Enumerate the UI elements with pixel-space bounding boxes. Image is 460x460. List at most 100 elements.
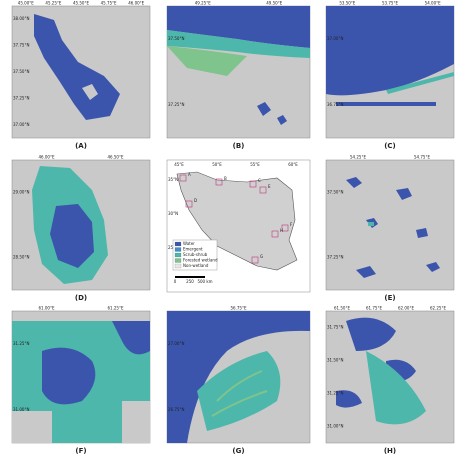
longitude-label: 55°E: [250, 162, 260, 167]
panel-label: (B): [233, 142, 245, 150]
country-outline: [176, 171, 298, 271]
latitude-label: 30°N: [168, 211, 178, 216]
site-box: [259, 186, 267, 194]
latitude-label: 31.25°N: [327, 391, 343, 396]
longitude-label: 54.75°E: [414, 155, 430, 160]
latitude-label: 37.50°N: [168, 36, 184, 41]
longitude-label: 46.00°E: [39, 155, 55, 160]
scale-label: 250: [186, 279, 194, 284]
site-box: [249, 180, 257, 188]
latitude-label: 31.75°N: [327, 325, 343, 330]
longitude-label: 54.00°E: [425, 1, 441, 6]
panel-label: (H): [384, 447, 396, 455]
longitude-label: 49.25°E: [195, 1, 211, 6]
land-cover: [42, 321, 150, 405]
latitude-label: 35°N: [168, 177, 178, 182]
land-cover: [211, 370, 268, 417]
land-cover: [336, 317, 416, 408]
latitude-label: 31.00°N: [327, 424, 343, 429]
land-cover: [368, 222, 374, 226]
longitude-label: 61.00°E: [39, 306, 55, 311]
panel-label: (E): [384, 294, 395, 302]
latitude-label: 26.75°N: [168, 407, 184, 412]
site-label: E: [268, 184, 271, 189]
longitude-label: 53.75°E: [382, 1, 398, 6]
site-box: [179, 174, 187, 182]
legend-swatch: [174, 247, 182, 252]
legend-label: Forested wetland: [183, 258, 218, 263]
map-panel: 46.00°E 46.50°E 29.00°N 28.50°N (D): [11, 155, 151, 302]
latitude-label: 37.50°N: [327, 190, 343, 195]
land-cover: [386, 72, 454, 94]
panel-label: (G): [232, 447, 244, 455]
map-panel: 61.50°E 61.75°E 62.00°E 62.25°E 31.75°N 31.50…: [325, 306, 455, 455]
overview-map: 45°E50°E55°E60°E35°N30°N25°NABCDEFGHWate…: [166, 159, 311, 293]
site-label: B: [224, 176, 227, 181]
site-label: G: [260, 254, 263, 259]
latitude-label: 31.25°N: [13, 341, 29, 346]
land-cover: [326, 6, 454, 96]
land-cover: [82, 84, 98, 100]
longitude-label: 45°E: [174, 162, 184, 167]
panel-label: (A): [75, 142, 87, 150]
land-cover: [346, 177, 440, 278]
site-box: [185, 200, 193, 208]
latitude-label: 28.50°N: [13, 255, 29, 260]
site-box: [271, 230, 279, 238]
land-cover: [167, 46, 247, 76]
latitude-label: 27.00°N: [168, 341, 184, 346]
site-label: C: [258, 178, 261, 183]
legend-label: Water: [183, 241, 195, 246]
land-cover: [336, 102, 436, 106]
site-box: [251, 256, 259, 264]
longitude-label: 46.50°E: [108, 155, 124, 160]
latitude-label: 29.00°N: [13, 190, 29, 195]
panel-label: (C): [384, 142, 396, 150]
map-panel: 45.00°E 45.25°E 45.50°E 45.75°E 46.00°E 38.00…: [11, 1, 151, 150]
land-cover: [167, 311, 310, 443]
map-panel: 61.00°E 61.25°E 31.25°N 31.00°N (F): [11, 306, 151, 455]
longitude-label: 45.50°E: [73, 1, 89, 6]
longitude-label: 61.75°E: [366, 306, 382, 311]
map-panel: 56.75°E 27.00°N 26.75°N (G): [166, 306, 311, 455]
longitude-label: 54.25°E: [350, 155, 366, 160]
land-cover: [366, 351, 426, 425]
latitude-label: 31.00°N: [13, 407, 29, 412]
longitude-label: 45.00°E: [18, 1, 34, 6]
longitude-label: 45.75°E: [101, 1, 117, 6]
land-cover: [50, 204, 94, 268]
latitude-label: 38.00°N: [13, 16, 29, 21]
latitude-label: 37.25°N: [327, 255, 343, 260]
latitude-label: 36.75°N: [327, 102, 343, 107]
latitude-label: 37.00°N: [327, 36, 343, 41]
site-box: [215, 178, 223, 186]
scale-label: 500 km: [197, 279, 212, 284]
map-panel: 49.25°E 49.50°E 37.50°N 37.25°N (B): [166, 1, 311, 150]
land-cover: [257, 102, 287, 125]
legend-swatch: [174, 258, 182, 263]
land-cover: [167, 6, 310, 48]
scale-label: 0: [174, 279, 177, 284]
scale-bar: [175, 276, 205, 278]
latitude-label: 31.50°N: [327, 358, 343, 363]
longitude-label: 50°E: [212, 162, 222, 167]
longitude-label: 46.00°E: [128, 1, 144, 6]
legend-swatch: [174, 263, 182, 269]
latitude-label: 37.00°N: [13, 122, 29, 127]
latitude-label: 37.25°N: [13, 95, 29, 100]
map-panel: 53.50°E 53.75°E 54.00°E 37.00°N 36.75°N (C): [325, 1, 455, 150]
site-label: A: [188, 172, 191, 177]
longitude-label: 62.25°E: [430, 306, 446, 311]
land-cover: [12, 401, 150, 443]
longitude-label: 56.75°E: [231, 306, 247, 311]
latitude-label: 37.25°N: [168, 102, 184, 107]
legend-label: Non-wetland: [183, 263, 209, 268]
site-box: [281, 224, 289, 232]
site-label: D: [194, 198, 197, 203]
longitude-label: 61.25°E: [108, 306, 124, 311]
land-cover: [167, 30, 310, 58]
legend-label: Emergent: [183, 247, 203, 252]
longitude-label: 62.00°E: [398, 306, 414, 311]
site-label: H: [280, 228, 283, 233]
